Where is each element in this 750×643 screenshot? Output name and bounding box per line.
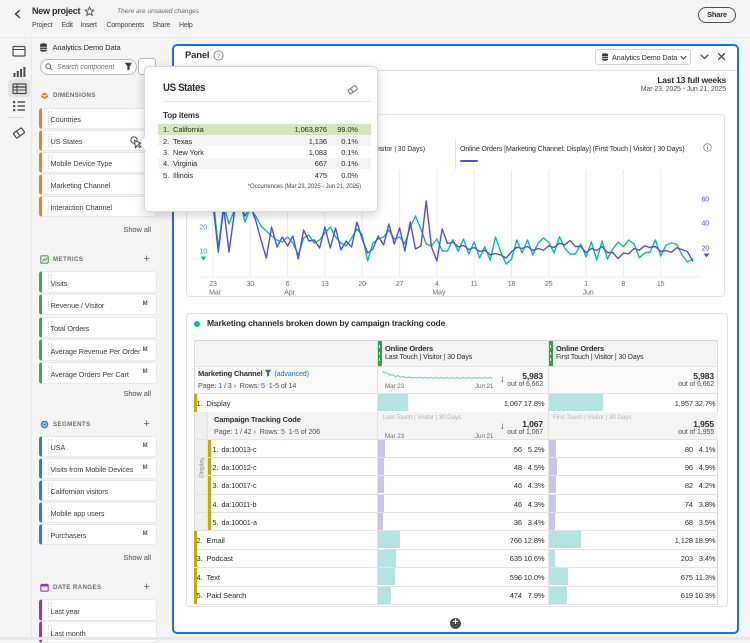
svg-text:27: 27: [396, 281, 404, 288]
svg-text:18: 18: [508, 281, 516, 288]
svg-text:Jun: Jun: [583, 290, 594, 297]
svg-text:11: 11: [471, 281, 478, 288]
svg-text:4: 4: [435, 281, 439, 288]
svg-text:10: 10: [199, 249, 207, 256]
svg-text:13: 13: [321, 281, 329, 288]
svg-text:8: 8: [622, 281, 626, 288]
svg-text:60: 60: [702, 197, 710, 204]
svg-text:1: 1: [584, 281, 588, 288]
svg-text:?: ?: [217, 53, 221, 60]
svg-text:6: 6: [286, 281, 290, 288]
svg-text:May: May: [432, 290, 446, 297]
svg-text:Apr: Apr: [284, 290, 295, 297]
svg-text:20: 20: [702, 246, 710, 253]
svg-text:25: 25: [545, 281, 553, 288]
svg-text:Mar: Mar: [209, 290, 222, 297]
svg-text:20: 20: [358, 281, 366, 288]
svg-text:40: 40: [702, 221, 710, 228]
svg-text:15: 15: [657, 281, 665, 288]
svg-text:30: 30: [247, 281, 255, 288]
svg-text:23: 23: [209, 281, 217, 288]
svg-text:20: 20: [199, 225, 207, 232]
